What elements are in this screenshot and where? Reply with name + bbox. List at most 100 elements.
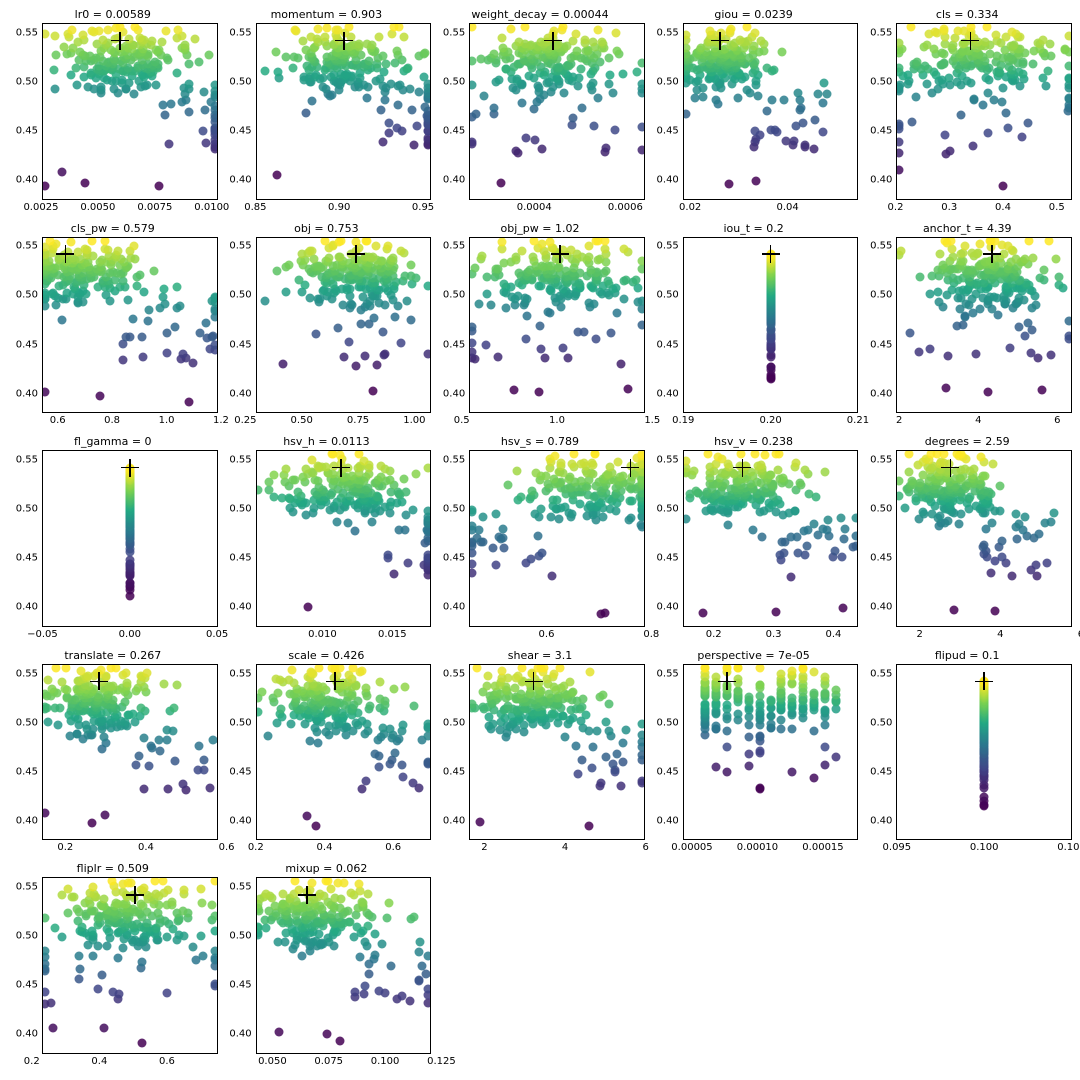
- scatter-point: [597, 779, 606, 788]
- scatter-point: [1065, 332, 1072, 341]
- scatter-point: [573, 770, 582, 779]
- scatter-point: [125, 464, 134, 473]
- hyperparameter-scatter-grid: lr0 = 0.005890.400.450.500.550.00250.005…: [0, 0, 1080, 1080]
- scatter-point: [1025, 237, 1034, 245]
- scatter-point: [748, 525, 757, 534]
- scatter-point: [801, 465, 810, 474]
- x-tick-label: 0.00015: [802, 842, 843, 853]
- scatter-point: [712, 96, 721, 105]
- x-axis: 0.020.04: [666, 200, 876, 218]
- scatter-point: [518, 246, 527, 255]
- scatter-point: [322, 1030, 331, 1039]
- plot-box: [256, 664, 432, 841]
- x-tick-label: 0.0075: [137, 202, 172, 213]
- scatter-point: [109, 988, 118, 997]
- x-tick-label: 0.2: [888, 202, 904, 213]
- y-axis: 0.400.450.500.55: [862, 237, 896, 414]
- scatter-point: [122, 332, 131, 341]
- scatter-point: [820, 467, 829, 476]
- scatter-point: [823, 516, 832, 525]
- x-tick-label: 0.2: [706, 629, 722, 640]
- scatter-point: [609, 759, 618, 768]
- y-tick-label: 0.40: [657, 388, 679, 399]
- y-tick-label: 0.55: [229, 455, 251, 466]
- scatter-point: [386, 498, 395, 507]
- y-axis: 0.400.450.500.55: [8, 877, 42, 1054]
- scatter-point: [638, 450, 645, 458]
- scatter-point: [618, 738, 627, 747]
- x-tick-label: 1.00: [403, 415, 425, 426]
- y-tick-label: 0.50: [443, 504, 465, 515]
- scatter-point: [518, 664, 527, 672]
- scatter-point: [51, 31, 60, 40]
- scatter-point: [1044, 67, 1053, 76]
- scatter-point: [809, 774, 818, 783]
- y-axis: 0.400.450.500.55: [862, 450, 896, 627]
- scatter-point: [609, 88, 618, 97]
- scatter-point: [594, 237, 603, 245]
- scatter-point: [723, 520, 732, 529]
- scatter-point: [163, 736, 172, 745]
- scatter-point: [495, 76, 504, 85]
- y-tick-label: 0.40: [657, 815, 679, 826]
- plot-area: 0.400.450.500.55: [649, 664, 859, 841]
- scatter-point: [961, 242, 970, 251]
- x-tick-label: 0.0004: [517, 202, 552, 213]
- scatter-point: [809, 689, 818, 698]
- scatter-point: [410, 141, 419, 150]
- scatter-point: [282, 465, 291, 474]
- scatter-point: [734, 664, 743, 672]
- scatter-point: [272, 675, 281, 684]
- y-tick-label: 0.55: [657, 27, 679, 38]
- panel-title: obj = 0.753: [294, 222, 358, 235]
- y-tick-label: 0.40: [443, 174, 465, 185]
- x-tick-label: 0.4: [826, 629, 842, 640]
- scatter-point: [939, 450, 948, 458]
- scatter-point: [995, 481, 1004, 490]
- scatter-point: [638, 321, 645, 330]
- scatter-point: [497, 667, 506, 676]
- y-tick-label: 0.40: [16, 602, 38, 613]
- scatter-point: [478, 512, 487, 521]
- x-tick-label: 0.3: [941, 202, 957, 213]
- scatter-point: [370, 929, 379, 938]
- scatter-point: [373, 361, 382, 370]
- scatter-point: [50, 924, 59, 933]
- scatter-point: [744, 761, 753, 770]
- y-axis: 0.400.450.500.55: [8, 23, 42, 200]
- scatter-point: [139, 784, 148, 793]
- scatter-point: [621, 276, 630, 285]
- scatter-point: [744, 721, 753, 730]
- scatter-point: [369, 313, 378, 322]
- scatter-point: [197, 898, 206, 907]
- scatter-point: [820, 672, 829, 681]
- scatter-point: [788, 725, 797, 734]
- plot-box: [469, 23, 645, 200]
- scatter-point: [915, 272, 924, 281]
- scatter-point: [514, 38, 523, 47]
- scatter-point: [159, 292, 168, 301]
- scatter-point: [517, 493, 526, 502]
- scatter-point: [638, 720, 645, 729]
- y-tick-label: 0.40: [657, 602, 679, 613]
- panel-perspective: perspective = 7e-050.400.450.500.550.000…: [649, 649, 859, 859]
- scatter-point: [332, 25, 341, 34]
- scatter-point: [76, 667, 85, 676]
- scatter-point: [990, 96, 999, 105]
- scatter-point: [475, 300, 484, 309]
- scatter-point: [407, 271, 416, 280]
- scatter-point: [383, 550, 392, 559]
- y-tick-label: 0.40: [870, 815, 892, 826]
- scatter-point: [632, 68, 641, 77]
- x-tick-label: 0.0006: [608, 202, 643, 213]
- x-tick-label: 0.4: [995, 202, 1011, 213]
- panel-title: hsv_h = 0.0113: [283, 435, 369, 448]
- plot-box: [256, 450, 432, 627]
- plot-area: 0.400.450.500.55: [649, 450, 859, 627]
- scatter-point: [64, 885, 73, 894]
- plot-box: [42, 877, 218, 1054]
- y-tick-label: 0.40: [16, 388, 38, 399]
- scatter-point: [555, 664, 564, 673]
- scatter-point: [408, 506, 417, 515]
- scatter-point: [988, 460, 997, 469]
